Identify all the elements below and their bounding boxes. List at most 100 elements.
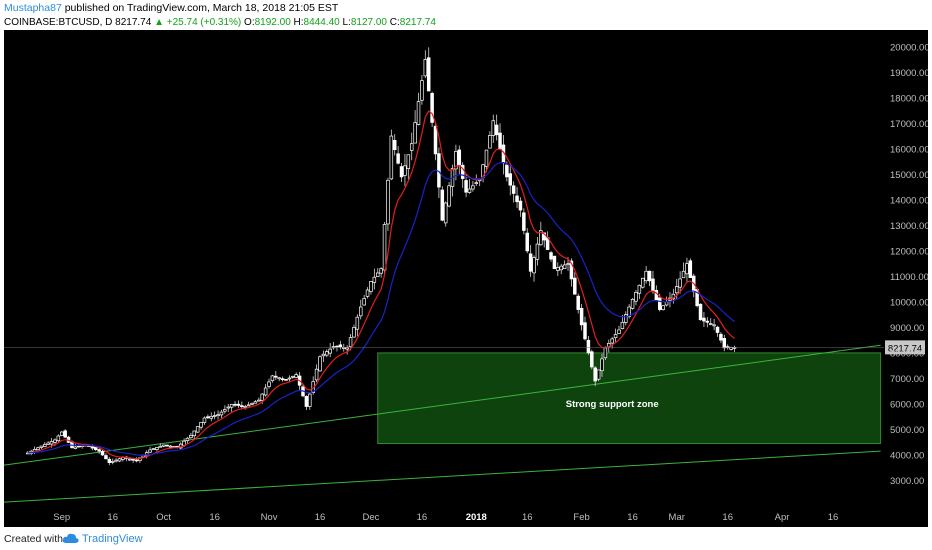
axis-layer: 8217.74 3000.00 4000.00 5000.00 6000.00 7000.… [4, 42, 928, 523]
candle-body [705, 320, 710, 323]
candle-body [348, 337, 353, 348]
candle-body [658, 297, 662, 310]
price-chart[interactable]: 8217.74 3000.00 4000.00 5000.00 6000.00 7000.… [4, 30, 928, 527]
y-tick-label: 3000.00 [890, 476, 924, 487]
candle-body [552, 255, 557, 270]
candle-body [110, 461, 115, 463]
candle-body [610, 338, 614, 344]
y-tick-label: 9000.00 [890, 323, 924, 334]
y-tick-label: 16000.00 [890, 144, 928, 155]
candle-body [685, 263, 689, 275]
candle-body [708, 323, 713, 325]
candle-body [651, 278, 655, 291]
candle-body [304, 396, 309, 407]
candle-body [525, 232, 529, 252]
candle-body [236, 403, 241, 406]
candle-body [647, 270, 652, 282]
low-label: L: [342, 17, 351, 28]
candle-body [471, 185, 475, 190]
candle-body [114, 459, 118, 462]
candle-body [243, 406, 247, 408]
candle-body [566, 263, 570, 265]
chart-footer: Created with TradingView [0, 527, 932, 550]
candle-body [535, 243, 540, 260]
candle-body [460, 164, 465, 179]
x-tick-label: 16 [209, 512, 220, 523]
candle-body [345, 347, 349, 350]
candle-body [392, 139, 397, 151]
candle-body [355, 316, 360, 330]
candle-body [352, 327, 356, 338]
candle-body [151, 448, 156, 451]
candle-body [199, 421, 203, 428]
candle-body [117, 458, 122, 462]
candle-body [226, 406, 230, 409]
created-with-text: Created with [4, 533, 63, 545]
candle-body [399, 166, 404, 178]
candle-body [617, 329, 621, 334]
y-tick-label: 18000.00 [890, 93, 928, 104]
candle-body [36, 447, 40, 451]
candle-body [229, 404, 234, 408]
candle-body [219, 411, 224, 416]
support-zone-rect[interactable] [377, 352, 882, 444]
candle-body [161, 444, 166, 447]
candle-body [155, 447, 159, 450]
candle-body [369, 281, 373, 292]
candle-body [702, 317, 706, 322]
y-tick-label: 7000.00 [890, 374, 924, 385]
x-tick-label: Oct [156, 512, 171, 523]
trendline-layer [4, 344, 881, 503]
tradingview-brand-link[interactable]: TradingView [82, 533, 143, 545]
candle-body [185, 437, 190, 441]
candle-body [49, 441, 54, 445]
candle-body [233, 403, 237, 406]
x-tick-label: 16 [722, 512, 733, 523]
candle-body [586, 339, 591, 354]
candle-body [223, 409, 227, 412]
candle-body [134, 459, 139, 462]
candle-body [148, 449, 152, 453]
candle-body [291, 375, 295, 378]
x-tick-label: 16 [107, 512, 118, 523]
candle-body [308, 393, 312, 407]
candle-body [127, 458, 132, 461]
candle-body [511, 185, 516, 194]
candle-body [528, 253, 533, 272]
candle-body [593, 367, 597, 382]
trendline-0[interactable] [4, 344, 881, 466]
last-price-tag-label: 8217.74 [888, 343, 922, 354]
candle-body [498, 132, 502, 150]
x-tick-label: Nov [261, 512, 278, 523]
ema-slow-line [27, 162, 735, 456]
last-price: 8217.74 [115, 17, 152, 28]
candle-body [596, 369, 601, 380]
y-tick-label: 20000.00 [890, 42, 928, 53]
publish-line: Mustapha87 published on TradingView.com,… [4, 2, 338, 15]
candle-body [409, 143, 414, 151]
trendline-1[interactable] [4, 450, 881, 503]
candle-body [257, 399, 261, 402]
candle-body [722, 338, 727, 349]
candle-body [715, 326, 720, 333]
candle-body [73, 446, 78, 449]
author-link[interactable]: Mustapha87 [4, 2, 62, 14]
candle-body [539, 230, 543, 246]
candle-body [630, 298, 635, 309]
candle-body [382, 224, 387, 271]
x-tick-label: 16 [522, 512, 533, 523]
candle-body [573, 277, 577, 295]
candle-body [39, 445, 44, 448]
candle-body [386, 179, 390, 225]
candle-body [576, 295, 580, 310]
candle-body [637, 284, 642, 294]
chart-background [4, 30, 928, 527]
candle-body [603, 347, 608, 359]
tradingview-cloud-icon [62, 533, 79, 543]
x-tick-label: Dec [362, 512, 379, 523]
candle-body [379, 268, 383, 274]
candle-body [562, 264, 567, 270]
candle-body [729, 347, 733, 350]
up-arrow-icon: ▲ [154, 17, 164, 28]
y-tick-label: 15000.00 [890, 170, 928, 181]
